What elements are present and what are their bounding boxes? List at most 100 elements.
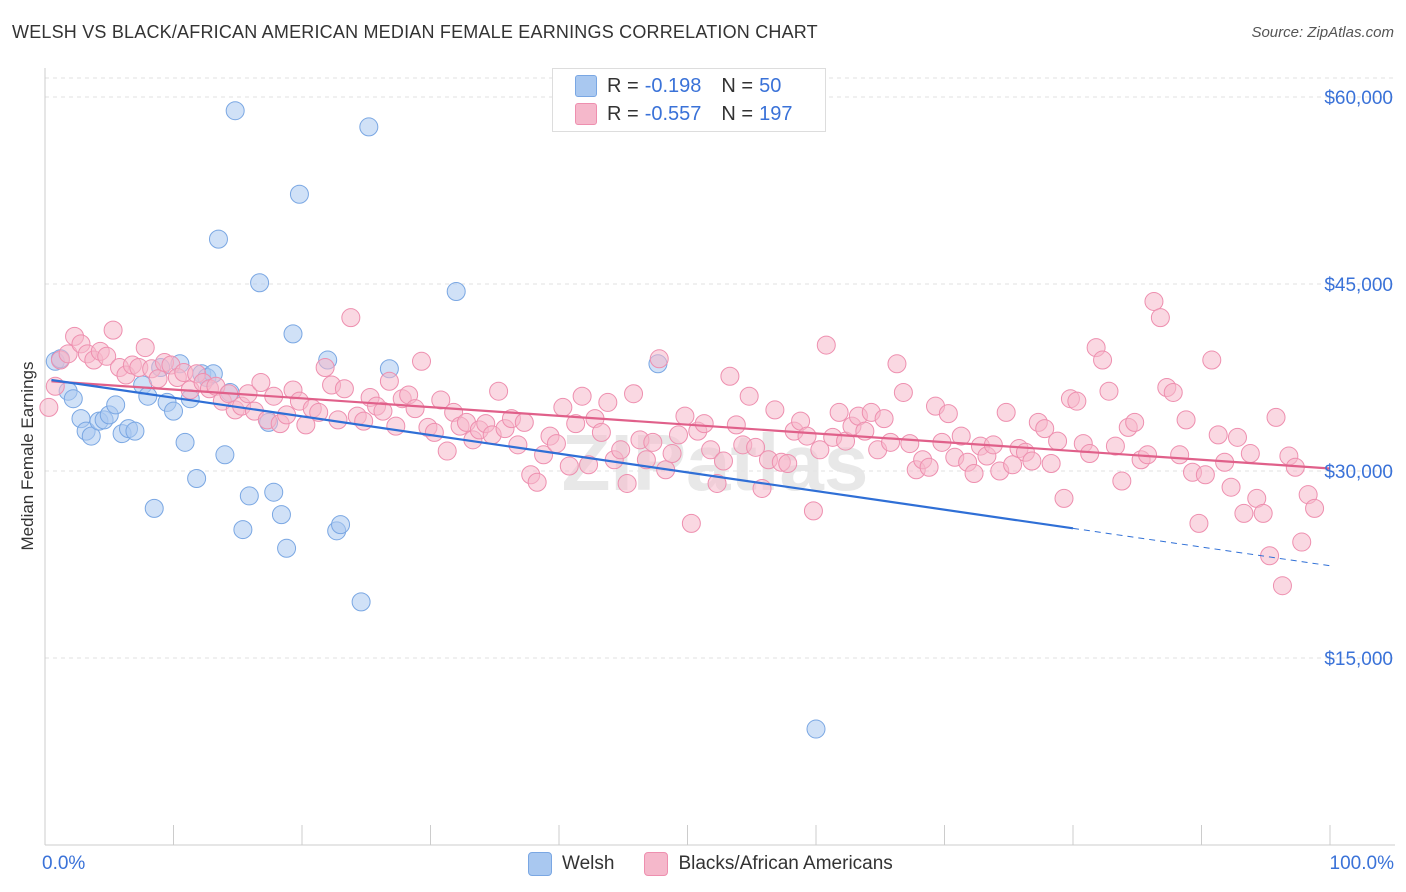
data-point bbox=[514, 412, 534, 432]
data-point bbox=[239, 486, 259, 506]
axes bbox=[44, 68, 1395, 846]
data-point bbox=[874, 409, 894, 429]
data-point bbox=[900, 434, 920, 454]
data-point bbox=[1150, 308, 1170, 328]
trend-line-welsh-extrapolated bbox=[1072, 527, 1331, 567]
r-value: -0.557 bbox=[644, 102, 702, 125]
tick-labels: $15,000 $30,000 $45,000 $60,000 0.0% 100.0% bbox=[42, 88, 1394, 874]
data-point bbox=[331, 515, 351, 535]
data-point bbox=[289, 184, 309, 204]
data-point bbox=[1112, 471, 1132, 491]
data-point bbox=[662, 444, 682, 464]
trend-line-welsh bbox=[51, 378, 1074, 530]
data-point bbox=[1003, 455, 1023, 475]
legend-item-blacks[interactable]: Blacks/African Americans bbox=[644, 852, 893, 876]
blacks-legend-swatch bbox=[644, 852, 669, 876]
data-point bbox=[309, 402, 329, 422]
data-point bbox=[405, 399, 425, 419]
data-point bbox=[1067, 391, 1087, 411]
data-point bbox=[379, 371, 399, 391]
r-label: R = bbox=[607, 102, 639, 125]
data-point bbox=[1234, 503, 1254, 523]
data-point bbox=[225, 101, 245, 121]
data-point bbox=[1054, 488, 1074, 508]
data-point bbox=[489, 381, 509, 401]
data-point bbox=[144, 498, 164, 518]
data-point bbox=[508, 435, 528, 455]
data-point bbox=[63, 389, 83, 409]
data-point bbox=[135, 338, 155, 358]
grid-lines bbox=[45, 77, 1395, 659]
r-label: R = bbox=[607, 74, 639, 97]
data-point bbox=[726, 415, 746, 435]
data-point bbox=[412, 351, 432, 371]
data-point bbox=[694, 414, 714, 434]
data-point bbox=[1253, 503, 1273, 523]
data-point bbox=[617, 473, 637, 493]
data-point bbox=[778, 454, 798, 474]
data-point bbox=[1170, 445, 1190, 465]
data-point bbox=[359, 117, 379, 137]
data-point bbox=[649, 349, 669, 369]
data-point bbox=[175, 432, 195, 452]
legend-row-welsh: R = -0.198 N = 50 bbox=[575, 73, 781, 99]
data-point bbox=[669, 425, 689, 445]
data-point bbox=[125, 421, 145, 441]
data-point bbox=[553, 397, 573, 417]
data-point bbox=[1305, 498, 1325, 518]
data-point bbox=[938, 404, 958, 424]
data-points bbox=[39, 101, 1325, 739]
data-point bbox=[283, 324, 303, 344]
data-point bbox=[446, 281, 466, 301]
data-point bbox=[797, 426, 817, 446]
data-point bbox=[1041, 454, 1061, 474]
data-point bbox=[739, 386, 759, 406]
data-point bbox=[643, 432, 663, 452]
data-point bbox=[636, 450, 656, 470]
data-point bbox=[251, 372, 271, 392]
data-point bbox=[103, 320, 123, 340]
data-point bbox=[351, 592, 371, 612]
data-point bbox=[1195, 465, 1215, 485]
data-point bbox=[437, 441, 457, 461]
data-point bbox=[579, 455, 599, 475]
data-point bbox=[919, 457, 939, 477]
data-point bbox=[106, 395, 126, 415]
data-point bbox=[215, 445, 235, 465]
data-point bbox=[829, 402, 849, 422]
series-legend: Welsh Blacks/African Americans bbox=[528, 852, 923, 876]
data-point bbox=[1189, 513, 1209, 533]
data-point bbox=[1022, 451, 1042, 471]
trend-lines bbox=[51, 378, 1331, 567]
data-point bbox=[810, 440, 830, 460]
blacks-legend-label: Blacks/African Americans bbox=[678, 853, 893, 874]
data-point bbox=[1227, 427, 1247, 447]
y-tick-label: $30,000 bbox=[1324, 462, 1393, 483]
data-point bbox=[816, 335, 836, 355]
x-tick-label-end: 100.0% bbox=[1330, 853, 1395, 874]
data-point bbox=[720, 366, 740, 386]
data-point bbox=[806, 719, 826, 739]
data-point bbox=[707, 473, 727, 493]
data-point bbox=[315, 358, 335, 378]
data-point bbox=[887, 354, 907, 374]
legend-item-welsh[interactable]: Welsh bbox=[528, 852, 614, 876]
data-point bbox=[1272, 576, 1292, 596]
data-point bbox=[250, 273, 270, 293]
data-point bbox=[1035, 419, 1055, 439]
data-point bbox=[431, 390, 451, 410]
data-point bbox=[546, 434, 566, 454]
data-point bbox=[996, 402, 1016, 422]
trend-line-blacks bbox=[51, 380, 1331, 470]
data-point bbox=[1105, 436, 1125, 456]
r-value: -0.198 bbox=[644, 74, 702, 97]
data-point bbox=[701, 440, 721, 460]
data-point bbox=[81, 426, 101, 446]
blacks-swatch bbox=[575, 103, 597, 125]
data-point bbox=[354, 411, 374, 431]
data-point bbox=[951, 426, 971, 446]
x-tick-label-start: 0.0% bbox=[42, 853, 85, 874]
data-point bbox=[964, 463, 984, 483]
welsh-swatch bbox=[575, 75, 597, 97]
